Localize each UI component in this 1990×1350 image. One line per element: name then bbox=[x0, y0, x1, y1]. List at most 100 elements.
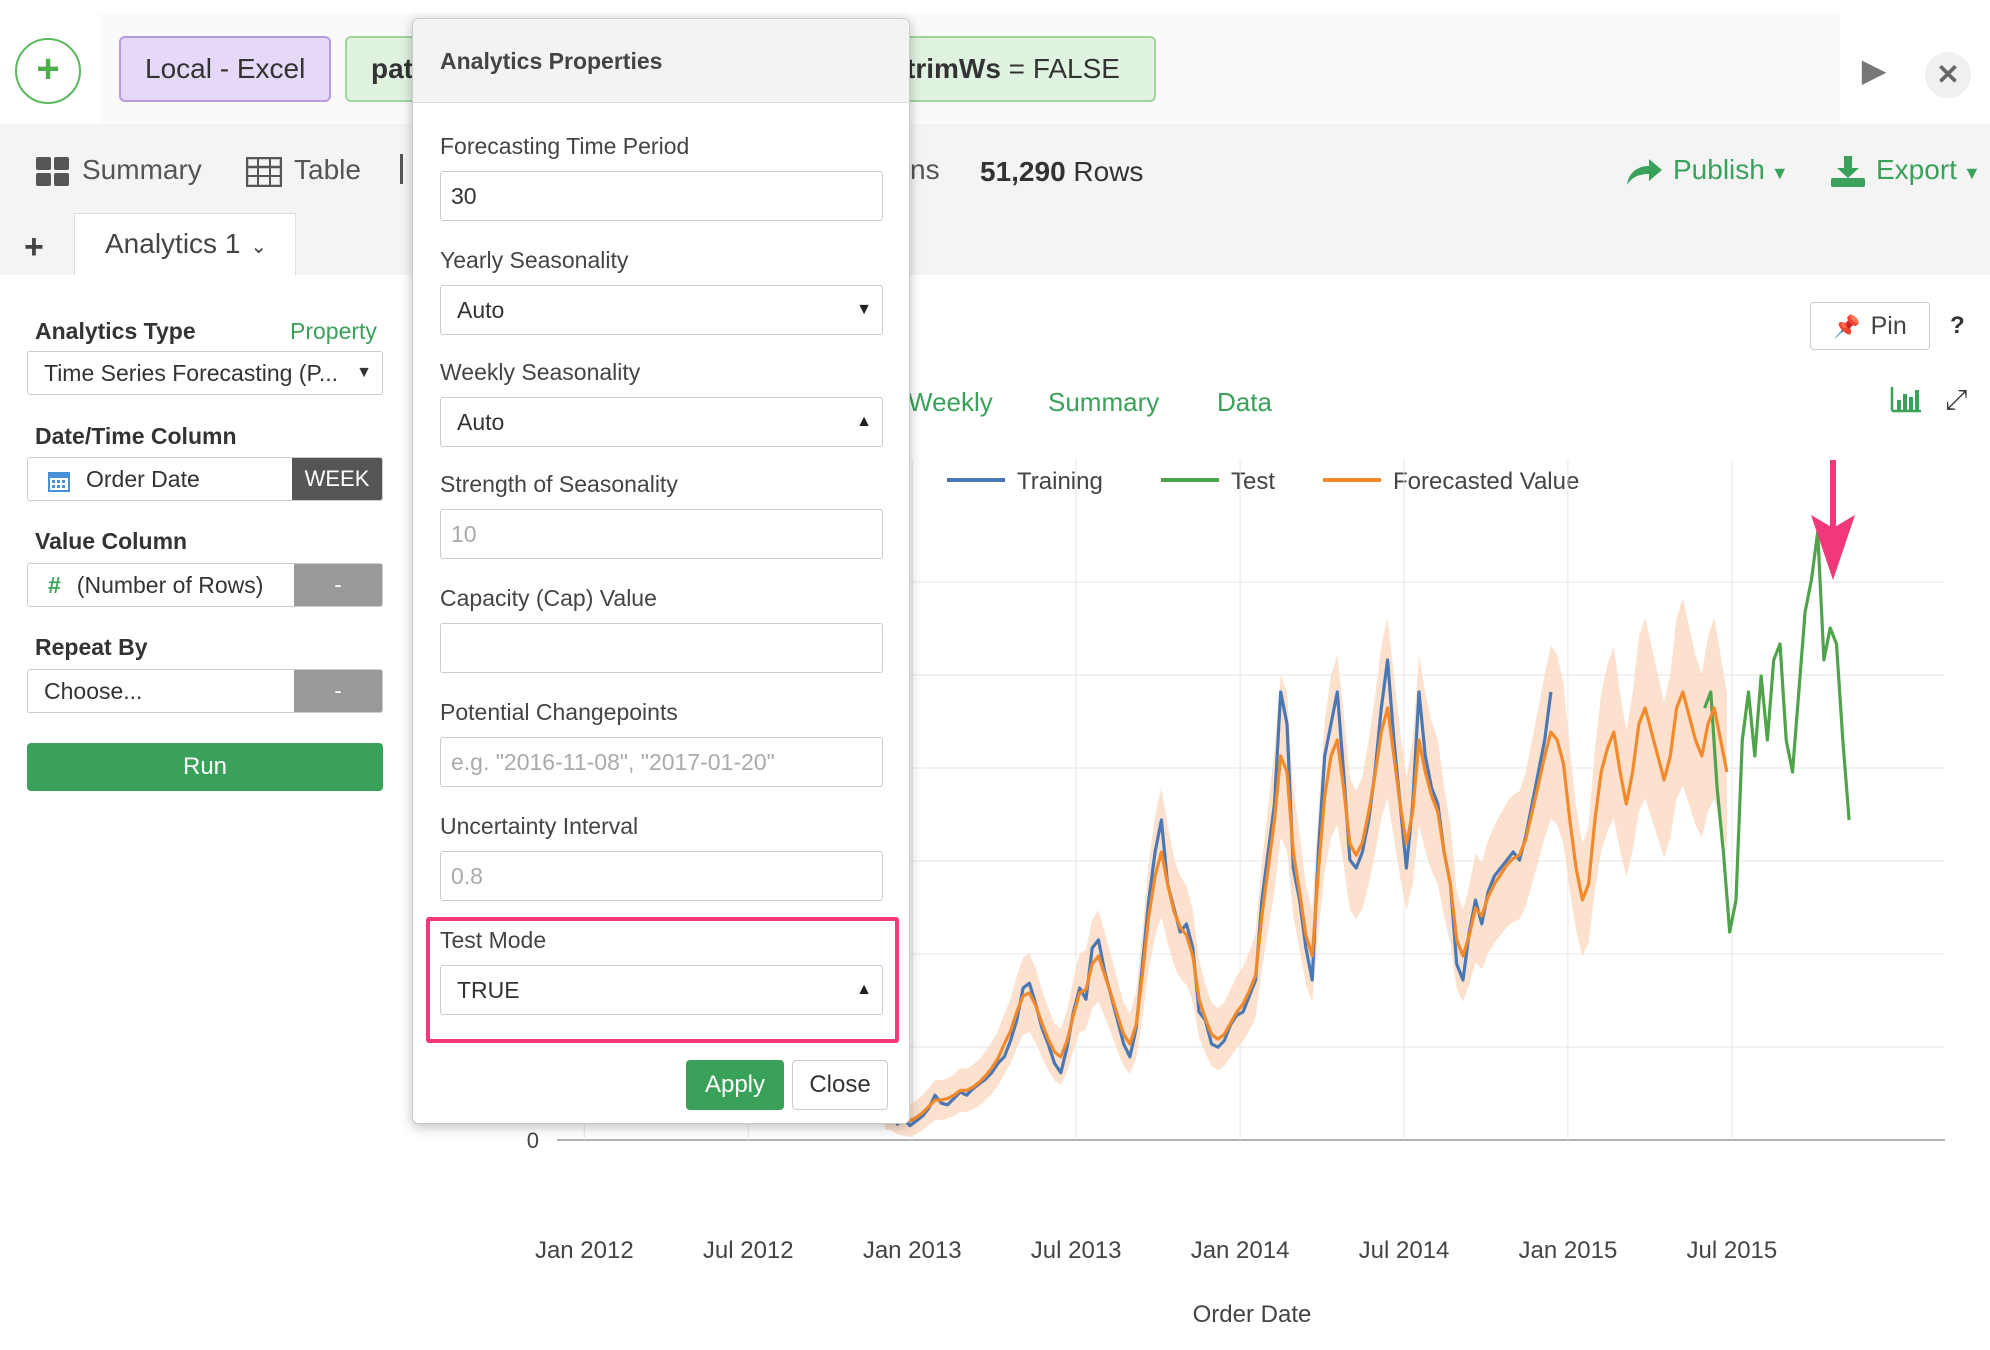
rows-label: Rows bbox=[1065, 156, 1144, 187]
expand-icon[interactable]: ⤢ bbox=[1945, 384, 1968, 415]
tab-table-label: Table bbox=[294, 154, 361, 185]
tab-columns-partial[interactable]: ns bbox=[910, 154, 940, 185]
run-button[interactable]: Run bbox=[27, 743, 383, 791]
chart-series bbox=[883, 530, 1851, 1128]
series-forecast bbox=[884, 690, 1729, 1123]
repeat-by-select[interactable]: Choose... - bbox=[27, 669, 383, 713]
test-mode-select[interactable]: TRUE ▲ bbox=[440, 965, 883, 1015]
chevron-down-icon: ⌄ bbox=[250, 236, 268, 258]
y-axis-ticks: 0 bbox=[527, 1128, 539, 1153]
repeat-by-option[interactable]: - bbox=[294, 670, 382, 712]
close-dialog-button[interactable]: Close bbox=[792, 1060, 888, 1110]
play-icon: ▶ bbox=[1861, 52, 1887, 88]
tab-weekly[interactable]: Weekly bbox=[908, 387, 993, 417]
tab-chart-summary[interactable]: Summary bbox=[1048, 387, 1160, 417]
tab-analytics-1[interactable]: Analytics 1 ⌄ bbox=[74, 213, 296, 275]
x-tick-label: Jul 2013 bbox=[1031, 1237, 1122, 1264]
chart-tab-icon bbox=[400, 154, 413, 184]
yearly-seasonality-label: Yearly Seasonality bbox=[440, 247, 629, 273]
add-analytics-tab-button[interactable]: + bbox=[24, 228, 44, 266]
changepoints-label: Potential Changepoints bbox=[440, 699, 678, 725]
bar-chart-icon[interactable] bbox=[1890, 385, 1922, 418]
tab-summary-label: Summary bbox=[82, 154, 202, 185]
forecast-period-input[interactable]: 30 bbox=[440, 171, 883, 221]
trim-token-key: trimWs bbox=[906, 53, 1001, 84]
dialog-title: Analytics Properties bbox=[413, 19, 909, 103]
apply-button[interactable]: Apply bbox=[686, 1060, 784, 1110]
tab-summary[interactable]: Summary bbox=[36, 154, 202, 187]
yearly-seasonality-select[interactable]: Auto ▼ bbox=[440, 285, 883, 335]
series-test bbox=[1703, 530, 1851, 934]
uncertainty-input[interactable]: 0.8 bbox=[440, 851, 883, 901]
caret-up-icon: ▲ bbox=[856, 981, 872, 998]
plus-icon: + bbox=[36, 47, 60, 91]
value-column-label: Value Column bbox=[35, 528, 188, 554]
share-icon bbox=[1627, 158, 1662, 185]
x-axis-label: Order Date bbox=[1193, 1301, 1312, 1328]
rows-count: 51,290 Rows bbox=[980, 156, 1143, 188]
date-column-value: Order Date bbox=[86, 466, 200, 492]
play-button[interactable]: ▶ bbox=[1852, 48, 1896, 92]
tab-table[interactable]: Table bbox=[246, 154, 361, 187]
caret-down-icon: ▼ bbox=[1962, 163, 1981, 183]
tab-chart-partial[interactable] bbox=[400, 154, 413, 191]
source-token[interactable]: Local - Excel bbox=[119, 36, 331, 102]
pin-button[interactable]: 📌 Pin bbox=[1810, 302, 1930, 350]
x-axis-ticks: Jan 2012 Jul 2012 Jan 2013 Jul 2013 Jan 2014… bbox=[535, 1237, 1777, 1264]
trim-token[interactable]: trimWs = FALSE bbox=[880, 36, 1156, 102]
cap-input[interactable] bbox=[440, 623, 883, 673]
yearly-seasonality-value: Auto bbox=[457, 297, 505, 323]
publish-button[interactable]: Publish ▼ bbox=[1625, 154, 1789, 187]
highlight-arrow-icon bbox=[1811, 460, 1855, 580]
value-column-aggregate[interactable]: - bbox=[294, 564, 382, 606]
weekly-seasonality-select[interactable]: Auto ▲ bbox=[440, 397, 883, 447]
chart-legend: Training Test Forecasted Value bbox=[947, 468, 1579, 495]
analytics-type-label: Analytics Type bbox=[35, 318, 196, 344]
add-step-button[interactable]: + bbox=[15, 38, 81, 104]
close-command-button[interactable]: ✕ bbox=[1925, 52, 1971, 98]
x-tick-label: Jul 2014 bbox=[1359, 1237, 1450, 1264]
caret-up-icon: ▲ bbox=[856, 413, 872, 430]
analytics-type-value: Time Series Forecasting (P... bbox=[44, 360, 338, 386]
weekly-seasonality-label: Weekly Seasonality bbox=[440, 359, 641, 385]
trim-token-value: = FALSE bbox=[1000, 53, 1120, 84]
x-tick-label: Jul 2015 bbox=[1687, 1237, 1778, 1264]
tab-data[interactable]: Data bbox=[1217, 387, 1272, 417]
toolbar-background bbox=[0, 124, 1990, 275]
analytics-type-select[interactable]: Time Series Forecasting (P... ▼ bbox=[27, 351, 383, 395]
table-icon bbox=[246, 156, 282, 187]
download-icon bbox=[1831, 155, 1865, 187]
forecast-period-label: Forecasting Time Period bbox=[440, 133, 690, 159]
close-icon: ✕ bbox=[1936, 59, 1960, 90]
value-column-value: (Number of Rows) bbox=[76, 572, 264, 598]
changepoints-input[interactable]: e.g. "2016-11-08", "2017-01-20" bbox=[440, 737, 883, 787]
x-tick-label: Jul 2012 bbox=[703, 1237, 794, 1264]
x-tick-label: Jan 2014 bbox=[1191, 1237, 1290, 1264]
help-icon[interactable]: ? bbox=[1950, 312, 1965, 339]
arrow-head bbox=[1811, 515, 1855, 580]
analytics-properties-dialog: Analytics Properties Forecasting Time Pe… bbox=[412, 18, 910, 1124]
test-mode-label: Test Mode bbox=[440, 927, 547, 953]
publish-label: Publish bbox=[1673, 154, 1765, 185]
x-tick-label: Jan 2015 bbox=[1519, 1237, 1618, 1264]
pin-label: Pin bbox=[1870, 312, 1907, 340]
date-column-field[interactable]: Order Date WEEK bbox=[27, 457, 383, 501]
strength-input[interactable]: 10 bbox=[440, 509, 883, 559]
property-link[interactable]: Property bbox=[290, 318, 377, 344]
legend-item: Forecasted Value bbox=[1393, 468, 1579, 495]
calendar-icon bbox=[48, 471, 70, 492]
repeat-by-placeholder: Choose... bbox=[44, 678, 143, 704]
date-unit-badge[interactable]: WEEK bbox=[292, 458, 382, 500]
test-mode-value: TRUE bbox=[457, 977, 520, 1003]
cap-label: Capacity (Cap) Value bbox=[440, 585, 657, 611]
x-tick-label: Jan 2012 bbox=[535, 1237, 634, 1264]
caret-down-icon: ▼ bbox=[856, 301, 872, 318]
x-tick-label: Jan 2013 bbox=[863, 1237, 962, 1264]
y-tick-label: 0 bbox=[527, 1128, 539, 1153]
export-button[interactable]: Export ▼ bbox=[1830, 154, 1981, 188]
repeat-by-label: Repeat By bbox=[35, 634, 148, 660]
caret-down-icon: ▼ bbox=[356, 364, 372, 381]
grid-icon bbox=[36, 156, 69, 186]
caret-down-icon: ▼ bbox=[1770, 163, 1789, 183]
value-column-field[interactable]: # (Number of Rows) - bbox=[27, 563, 383, 607]
